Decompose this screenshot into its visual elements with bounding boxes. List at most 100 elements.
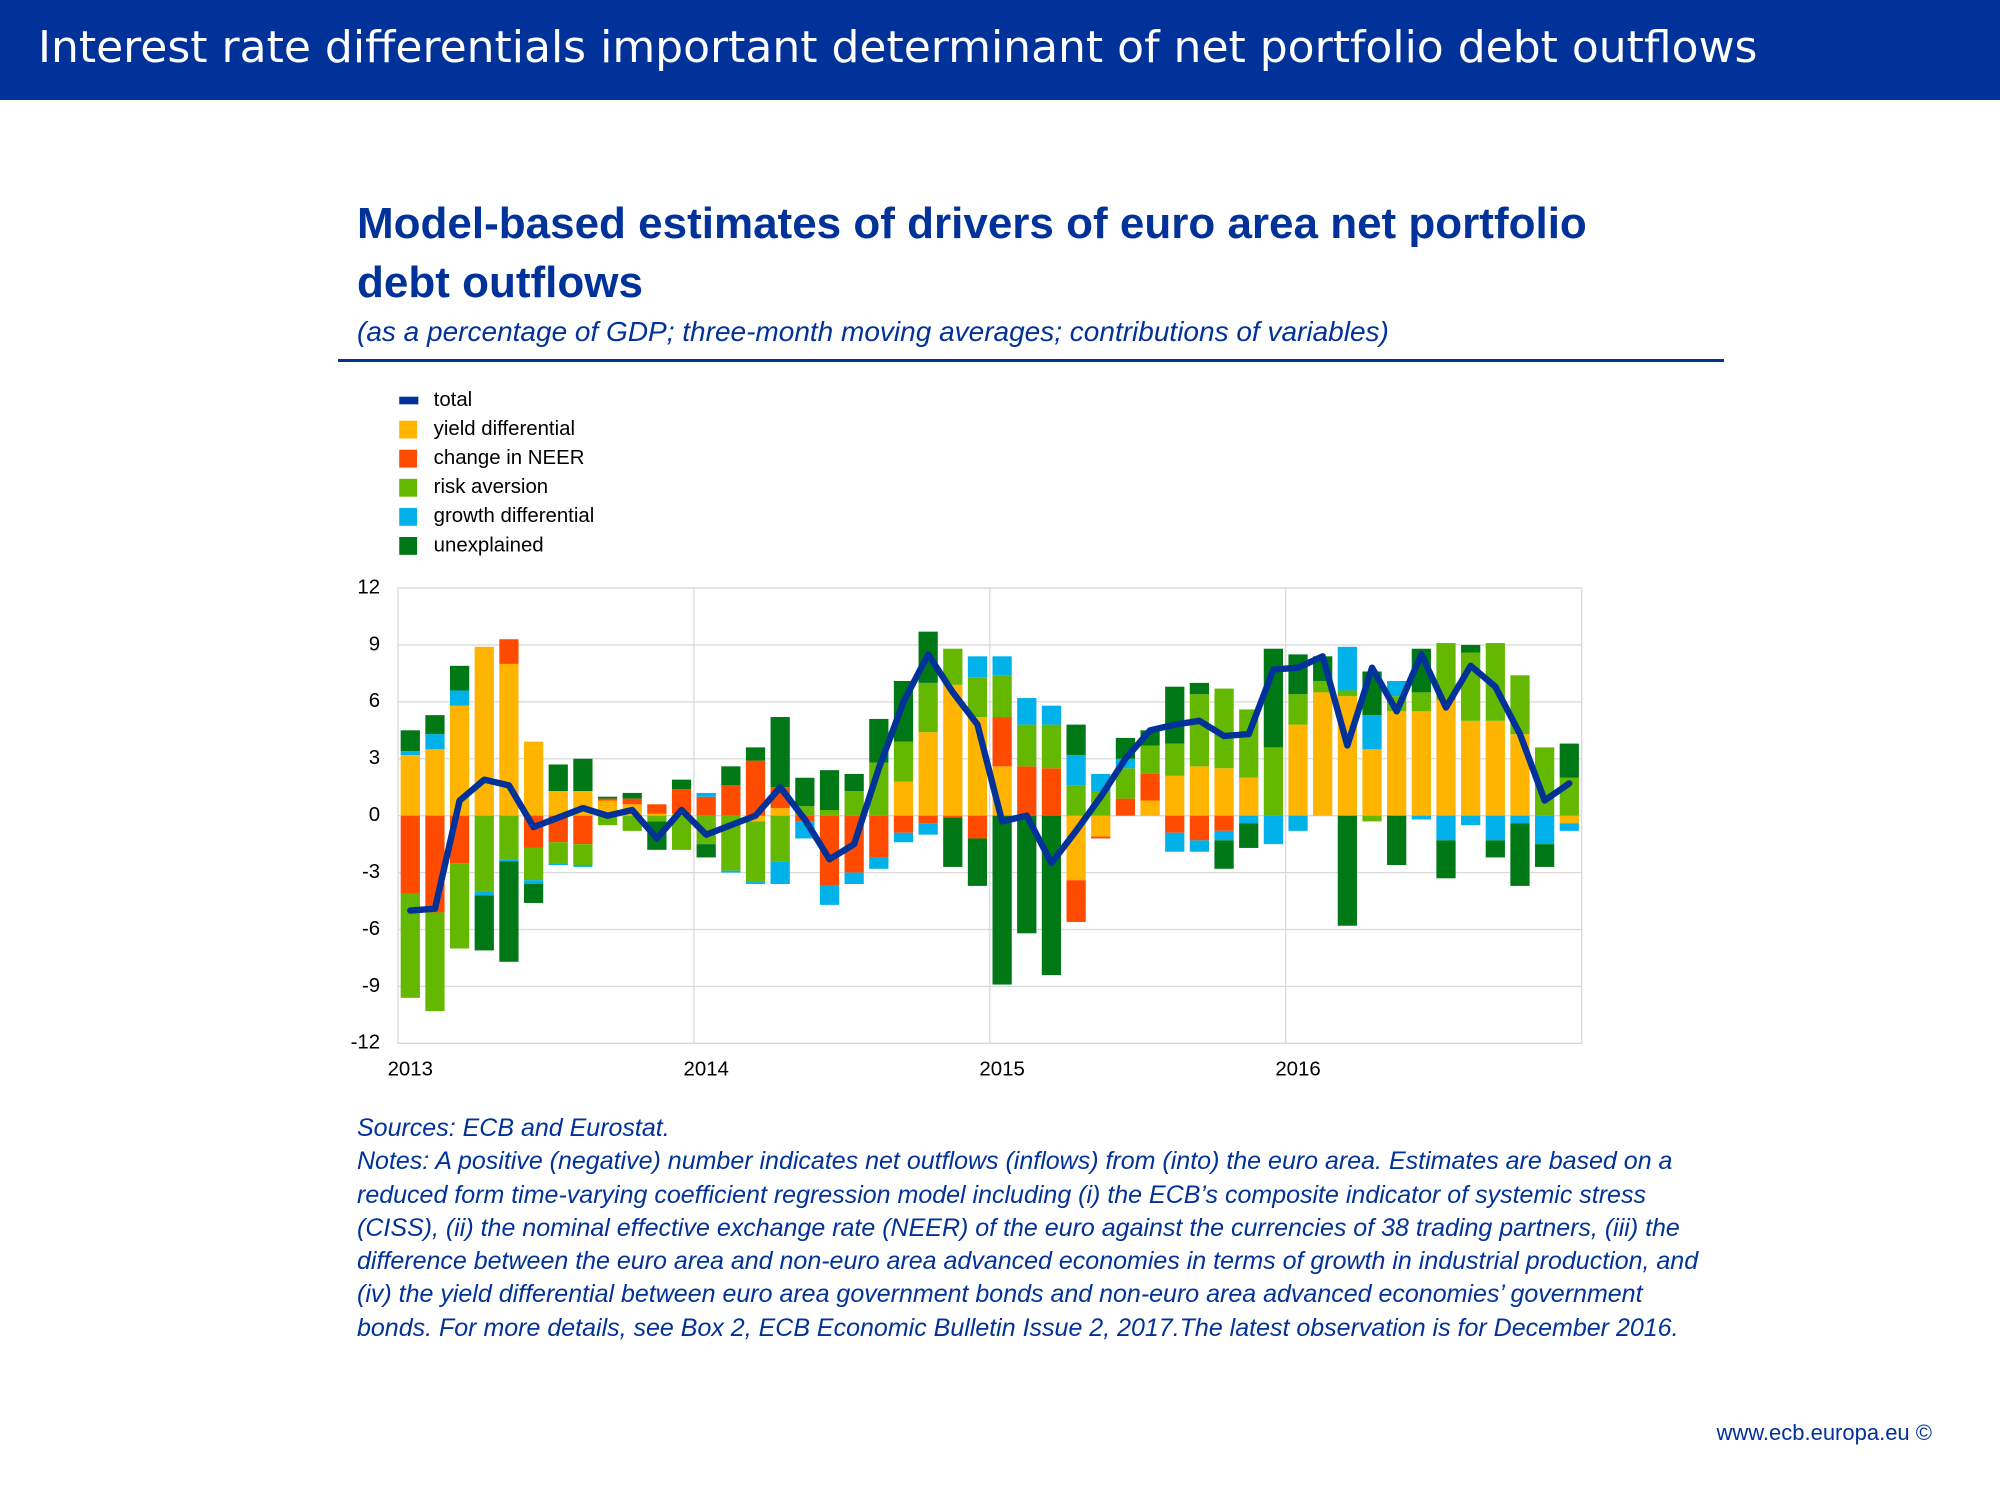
bar-segment xyxy=(819,885,840,905)
bar-segment xyxy=(1066,880,1086,922)
y-tick-label: -6 xyxy=(362,918,380,940)
legend-label: total xyxy=(434,389,473,411)
bar-segment xyxy=(1411,711,1431,816)
bar-segment xyxy=(918,815,938,824)
bar-segment xyxy=(622,798,642,805)
bar-segment xyxy=(696,796,716,816)
bar-segment xyxy=(1041,768,1062,816)
bar-segment xyxy=(1214,830,1234,841)
bar-segment xyxy=(918,823,938,835)
bar-segment xyxy=(1337,646,1357,691)
bar-segment xyxy=(1189,682,1210,695)
bar-segment xyxy=(869,857,889,869)
bar-segment xyxy=(1165,775,1185,816)
bar-segment xyxy=(671,779,692,790)
bar-segment xyxy=(1559,743,1579,778)
bar-segment xyxy=(696,815,716,845)
bar-segment xyxy=(943,815,963,818)
bar-segment xyxy=(400,754,420,816)
bar-segment xyxy=(1461,644,1481,653)
bar-segment xyxy=(869,815,889,858)
bar-segment xyxy=(1485,840,1505,858)
bar-segment xyxy=(745,882,766,884)
bar-segment xyxy=(1535,815,1555,845)
bar-segment xyxy=(721,766,741,786)
bar-segment xyxy=(425,749,445,816)
bar-segment xyxy=(721,870,741,873)
bar-segment xyxy=(474,815,494,892)
x-tick-label: 2015 xyxy=(979,1059,1024,1081)
bar-segment xyxy=(1288,815,1308,831)
bar-segment xyxy=(1091,791,1111,816)
bar-segment xyxy=(1485,815,1505,841)
bar-segment xyxy=(992,815,1012,985)
y-tick-label: 12 xyxy=(357,576,380,598)
bar-segment xyxy=(573,844,593,866)
bar-segment xyxy=(523,883,544,903)
legend-swatch xyxy=(399,420,418,439)
bar-segment xyxy=(1165,815,1185,833)
bar-segment xyxy=(573,865,593,867)
header-band: Interest rate differentials important de… xyxy=(0,0,2000,100)
bar-segment xyxy=(647,804,667,814)
bar-segment xyxy=(647,813,667,816)
bar-segment xyxy=(1461,720,1481,816)
slide-title: Interest rate differentials important de… xyxy=(38,22,1758,73)
y-tick-label: 6 xyxy=(369,690,380,712)
bar-segment xyxy=(1337,690,1357,697)
bar-segment xyxy=(1239,777,1259,816)
bar-segment xyxy=(449,690,470,706)
bar-segment xyxy=(1041,815,1062,976)
bar-segment xyxy=(499,861,519,962)
bar-segment xyxy=(400,730,420,752)
bar-segment xyxy=(770,815,790,862)
bar-segment xyxy=(1239,823,1259,848)
legend-swatch xyxy=(399,396,419,405)
legend-swatch xyxy=(399,449,418,468)
bar-segment xyxy=(1214,815,1234,831)
bar-segment xyxy=(967,656,988,678)
bar-segment xyxy=(425,715,445,735)
bar-segment xyxy=(449,705,470,816)
y-tick-label: 3 xyxy=(369,747,380,769)
bar-segment xyxy=(1115,768,1136,799)
bar-segment xyxy=(523,847,544,881)
bar-segment xyxy=(622,792,642,799)
bar-segment xyxy=(1066,724,1086,755)
bar-segment xyxy=(548,791,568,816)
legend-swatch xyxy=(399,507,418,526)
bar-segment xyxy=(1189,766,1210,816)
legend-label: risk aversion xyxy=(434,476,548,498)
bar-segment xyxy=(1017,766,1037,816)
bar-segment xyxy=(1313,680,1333,693)
bar-segment xyxy=(1559,815,1579,824)
bar-segment xyxy=(992,717,1012,767)
y-tick-label: 0 xyxy=(369,804,380,826)
y-tick-label: 9 xyxy=(369,633,380,655)
bar-segment xyxy=(449,863,470,949)
bar-segment xyxy=(1165,743,1185,776)
bar-segment xyxy=(1091,815,1111,837)
bar-segment xyxy=(1214,688,1234,769)
bar-segment xyxy=(573,758,593,792)
bar-segment xyxy=(918,682,938,733)
notes: Sources: ECB and Eurostat. Notes: A posi… xyxy=(357,1112,1717,1345)
bar-segment xyxy=(1263,747,1284,816)
bar-segment xyxy=(918,732,938,816)
bar-segment xyxy=(1313,692,1333,816)
bar-segment xyxy=(1362,749,1382,816)
bar-segment xyxy=(1041,705,1062,725)
bar-segment xyxy=(770,808,790,816)
bar-segment xyxy=(1239,815,1259,824)
bar-segment xyxy=(1189,815,1210,841)
bar-segment xyxy=(1436,699,1456,816)
bar-segment xyxy=(1288,724,1308,816)
notes-text: Notes: A positive (negative) number indi… xyxy=(357,1147,1699,1342)
bar-segment xyxy=(992,675,1012,718)
x-tick-label: 2016 xyxy=(1275,1059,1320,1081)
bar-segment xyxy=(425,912,445,1012)
bar-segment xyxy=(1461,815,1481,826)
bar-segment xyxy=(1436,815,1456,841)
y-tick-label: -3 xyxy=(362,861,380,883)
bar-segment xyxy=(844,773,864,792)
